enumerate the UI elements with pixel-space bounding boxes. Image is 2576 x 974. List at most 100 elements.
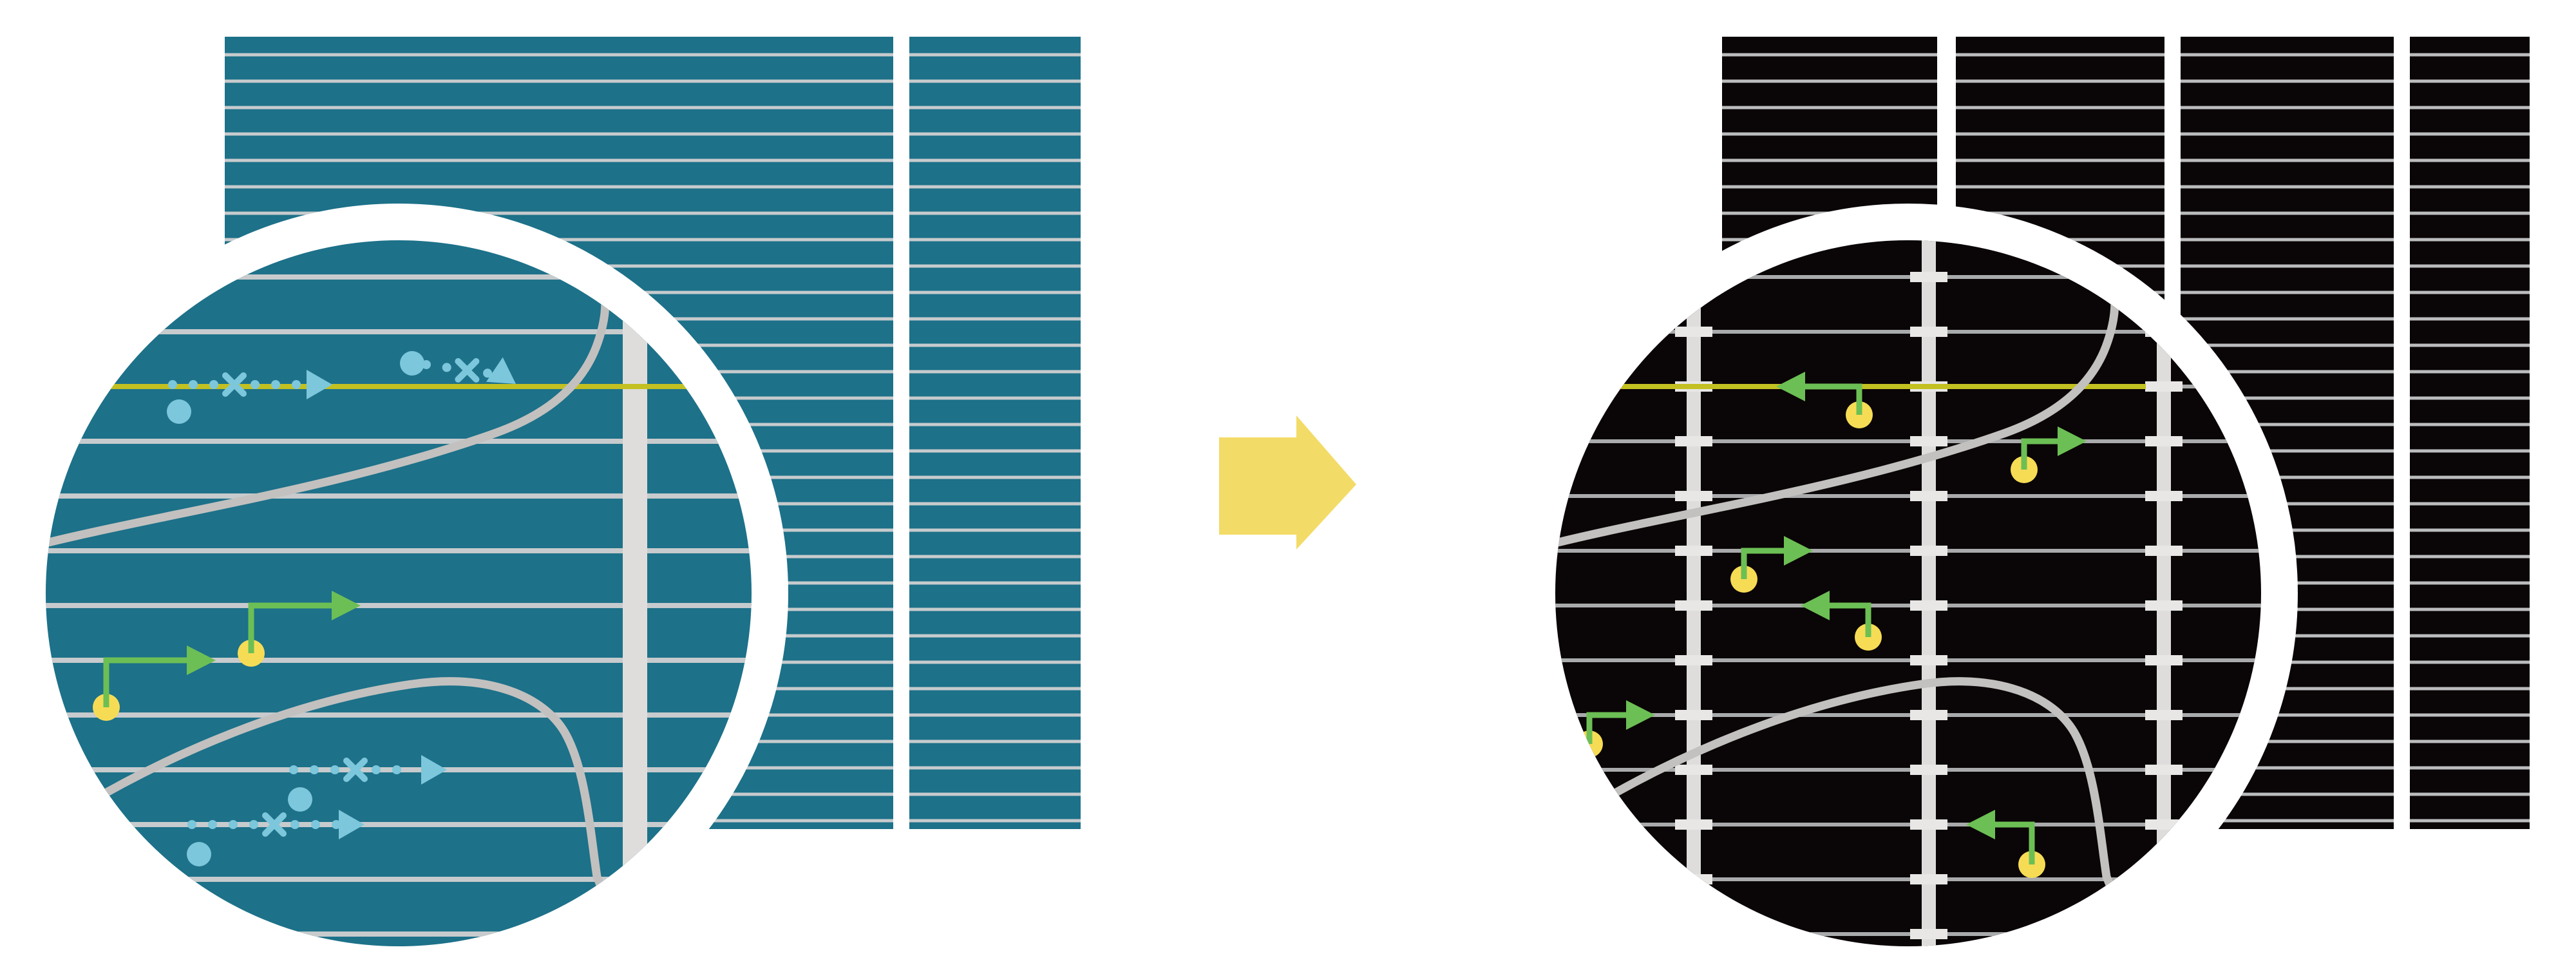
dotted-trail-dot <box>292 380 301 389</box>
dotted-trail-dot <box>332 820 341 829</box>
dotted-trail-dot <box>271 380 280 389</box>
magnifier-ring <box>9 204 788 974</box>
dotted-trail-dot <box>311 820 320 829</box>
current-path-line <box>1741 548 1784 579</box>
current-arrowhead-icon <box>1784 536 1813 566</box>
blocked-arrowhead-icon <box>307 370 332 399</box>
dotted-trail-dot <box>229 820 238 829</box>
busbar <box>1922 240 1936 946</box>
solder-pad <box>1675 546 1712 556</box>
current-path-line <box>248 602 332 653</box>
transition-arrow <box>1219 415 1356 549</box>
solder-pad <box>1910 655 1947 665</box>
solder-pad <box>1675 655 1712 665</box>
microcrack-line <box>46 286 610 553</box>
solder-pad <box>2145 655 2183 665</box>
solder-pad <box>2145 491 2183 501</box>
dotted-trail-dot <box>251 380 260 389</box>
magnifier-ring <box>1519 204 2298 974</box>
blocked-cross-icon <box>222 372 247 397</box>
current-arrowhead-icon <box>1776 372 1805 401</box>
current-path-line <box>1586 712 1626 744</box>
dotted-trail-dot <box>372 765 381 774</box>
solder-pad <box>1675 819 1712 830</box>
current-flow-arrow <box>1801 591 1882 651</box>
current-flow-arrow <box>1966 810 2045 878</box>
solder-pad <box>1910 765 1947 775</box>
magnifier-view <box>1555 240 2261 946</box>
busbar <box>623 240 647 946</box>
current-flow-arrow <box>1730 536 1813 593</box>
current-flow-arrow <box>1776 372 1873 428</box>
dotted-trail-dot <box>392 765 401 774</box>
current-path-line <box>1830 602 1871 637</box>
blocked-current-arrow <box>288 755 447 812</box>
magnifier-view <box>46 240 752 946</box>
microcrack-line <box>1555 286 2119 553</box>
dotted-trail-dot <box>209 380 218 389</box>
blocked-arrowhead-icon <box>486 357 516 384</box>
blocked-charge-dot <box>187 842 211 866</box>
solder-pad <box>2145 546 2183 556</box>
current-arrowhead-icon <box>1626 700 1655 730</box>
dotted-trail-dot <box>330 765 339 774</box>
solder-pad <box>1910 710 1947 720</box>
solder-pad <box>1675 491 1712 501</box>
current-flow-arrow <box>93 645 216 721</box>
solder-pad <box>1675 710 1712 720</box>
dotted-trail-dot <box>290 820 299 829</box>
solder-pad <box>1675 436 1712 446</box>
dotted-trail-dot <box>168 380 177 389</box>
blocked-arrowhead-icon <box>339 810 365 839</box>
current-flow-arrow <box>2011 426 2087 483</box>
solder-pad <box>1910 436 1947 446</box>
solder-pad <box>2145 765 2183 775</box>
dotted-trail-dot <box>187 820 196 829</box>
dotted-trail-dot <box>310 765 319 774</box>
current-path-line <box>103 657 187 707</box>
blocked-charge-dot <box>400 351 424 376</box>
busbar <box>1687 240 1701 946</box>
solder-pad <box>1910 491 1947 501</box>
magnifier-standard-cell <box>9 204 788 974</box>
blocked-current-arrow <box>187 810 365 866</box>
blocked-cross-icon <box>343 758 368 782</box>
dotted-trail-dot <box>208 820 217 829</box>
solder-pad <box>1910 327 1947 337</box>
dotted-trail-dot <box>189 380 198 389</box>
microcrack-line <box>79 677 609 901</box>
dotted-trail-dot <box>289 765 298 774</box>
dotted-trail-dot <box>442 363 451 372</box>
current-arrowhead-icon <box>187 645 216 675</box>
microcrack-line <box>1588 677 2119 901</box>
current-arrowhead-icon <box>1801 591 1830 620</box>
solder-pad <box>1910 929 1947 939</box>
dotted-trail-dot <box>422 360 431 369</box>
blocked-charge-dot <box>167 399 191 424</box>
solder-pad <box>2145 710 2183 720</box>
solder-pad <box>2145 381 2183 392</box>
solder-pad <box>1675 327 1712 337</box>
current-arrowhead-icon <box>332 591 361 620</box>
current-arrowhead-icon <box>2058 426 2087 456</box>
solder-pad <box>2145 600 2183 611</box>
solder-pad <box>1910 819 1947 830</box>
cell-segment <box>2410 37 2530 829</box>
current-flow-arrow <box>238 591 361 667</box>
solder-pad <box>1675 600 1712 611</box>
current-path-line <box>1995 821 2035 864</box>
solder-pad <box>1910 272 1947 282</box>
solder-pad <box>1910 546 1947 556</box>
blocked-cross-icon <box>455 358 480 383</box>
solder-pad <box>1910 874 1947 884</box>
dotted-trail-dot <box>249 820 258 829</box>
solder-pad <box>2145 436 2183 446</box>
blocked-charge-dot <box>288 787 312 812</box>
solder-pad <box>1910 600 1947 611</box>
cell-segment <box>909 37 1081 829</box>
dotted-trail-dot <box>483 368 493 378</box>
blocked-current-arrow <box>167 370 332 424</box>
magnifier-multi-busbar-cell <box>1519 204 2298 974</box>
blocked-cross-icon <box>262 812 287 837</box>
